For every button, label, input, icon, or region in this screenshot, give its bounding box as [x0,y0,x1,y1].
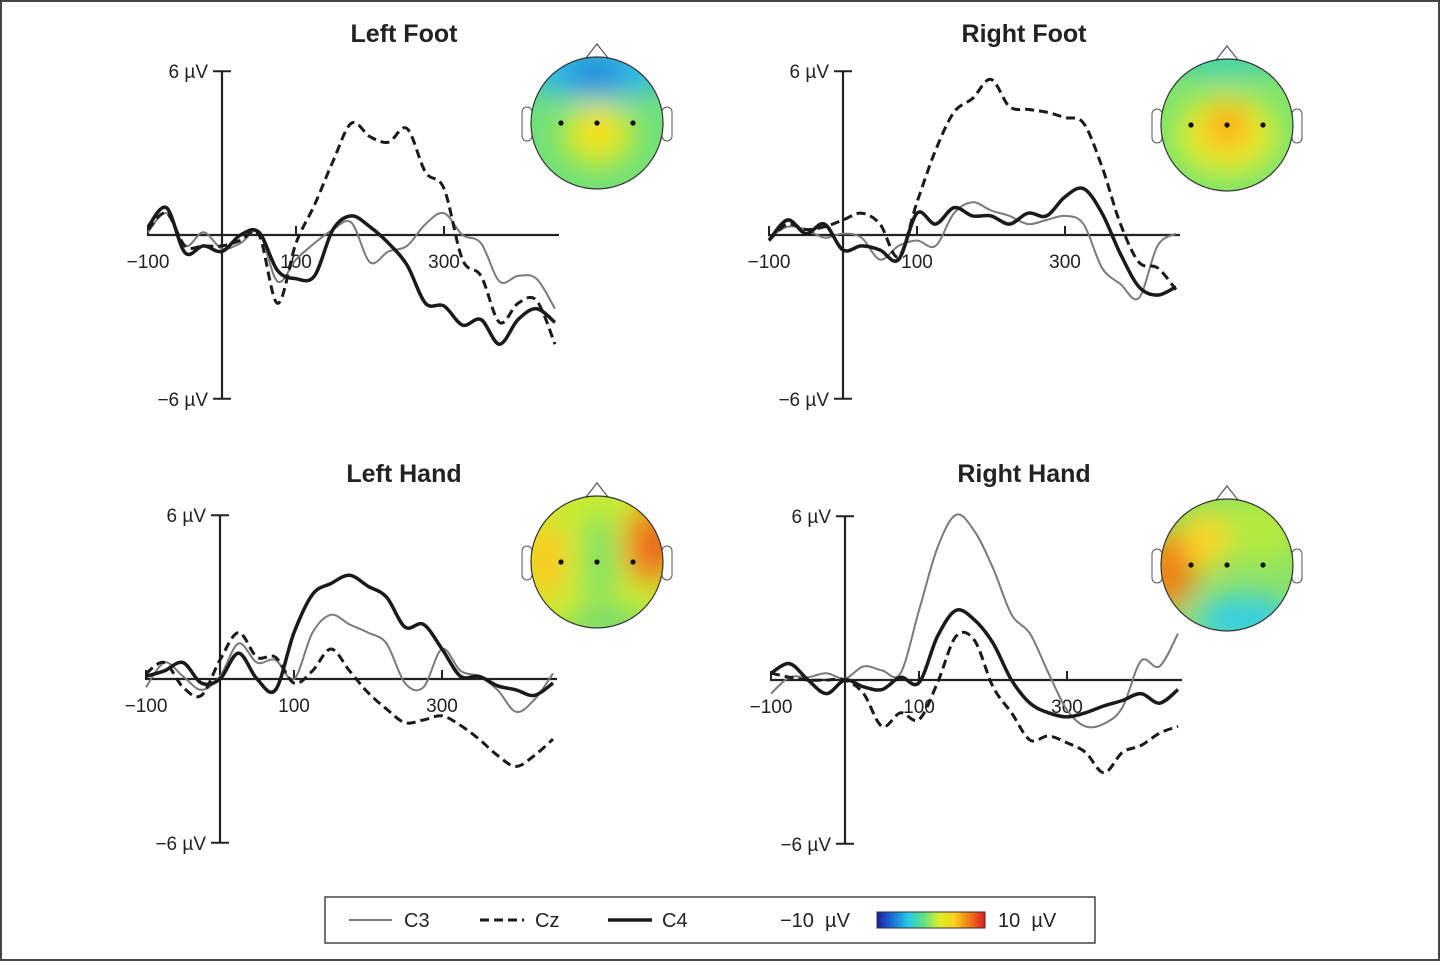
series-line-c3 [768,201,1177,301]
legend-label-c3: C3 [404,910,430,932]
panel-title: Left Foot [351,20,459,48]
legend: C3 Cz C4 −10 µV 10 µV [324,896,1096,944]
series-line-c4 [146,205,557,346]
x-tick-label: 100 [278,696,310,717]
series-line-cz [146,120,557,345]
x-tick-label: −100 [125,696,168,717]
series-line-c4 [767,186,1177,297]
x-tick-label: 100 [280,252,312,273]
panel-left-hand: Left Hand −100 100 300 6 µV −6 µV [125,460,557,855]
colorbar [876,911,986,929]
topomap-left-foot [521,43,673,190]
x-tick-label: 100 [901,252,933,273]
x-tick-label: −100 [748,252,791,273]
y-tick-label: −6 µV [778,390,829,411]
panel-right-foot: Right Foot −100 100 300 6 µV −6 µV [748,20,1180,411]
x-tick-label: −100 [750,697,793,718]
y-tick-label: 6 µV [790,62,830,83]
legend-label-cz: Cz [535,910,559,932]
legend-label-c4: C4 [662,910,688,932]
y-tick-label: 6 µV [792,507,832,528]
panel-right-hand: Right Hand −100 100 300 6 µV −6 µV [750,460,1182,856]
x-tick-label: 300 [1049,252,1081,273]
x-tick-label: 100 [903,697,935,718]
panel-title: Right Hand [957,460,1090,488]
panel-title: Right Foot [962,20,1088,48]
x-tick-label: 300 [426,696,458,717]
y-tick-label: −6 µV [157,390,208,411]
topomap-right-foot [1151,45,1303,192]
y-tick-label: 6 µV [167,506,207,527]
y-tick-label: −6 µV [155,834,206,855]
series-line-c4 [145,573,555,698]
x-tick-label: 300 [428,252,460,273]
series-line-c4 [770,608,1180,719]
series-line-c3 [147,211,556,310]
panel-title: Left Hand [346,460,461,488]
y-tick-label: −6 µV [780,835,831,856]
x-tick-label: 300 [1051,697,1083,718]
series-line-cz [145,631,554,768]
panel-left-foot: Left Foot −100 100 300 6 µV −6 µV [127,20,559,411]
y-tick-label: 6 µV [169,62,209,83]
x-tick-label: −100 [127,252,170,273]
colorbar-max-label: 10 µV [998,910,1057,932]
series-line-cz [767,77,1178,291]
series-line-cz [770,630,1179,775]
colorbar-min-label: −10 µV [780,910,851,932]
